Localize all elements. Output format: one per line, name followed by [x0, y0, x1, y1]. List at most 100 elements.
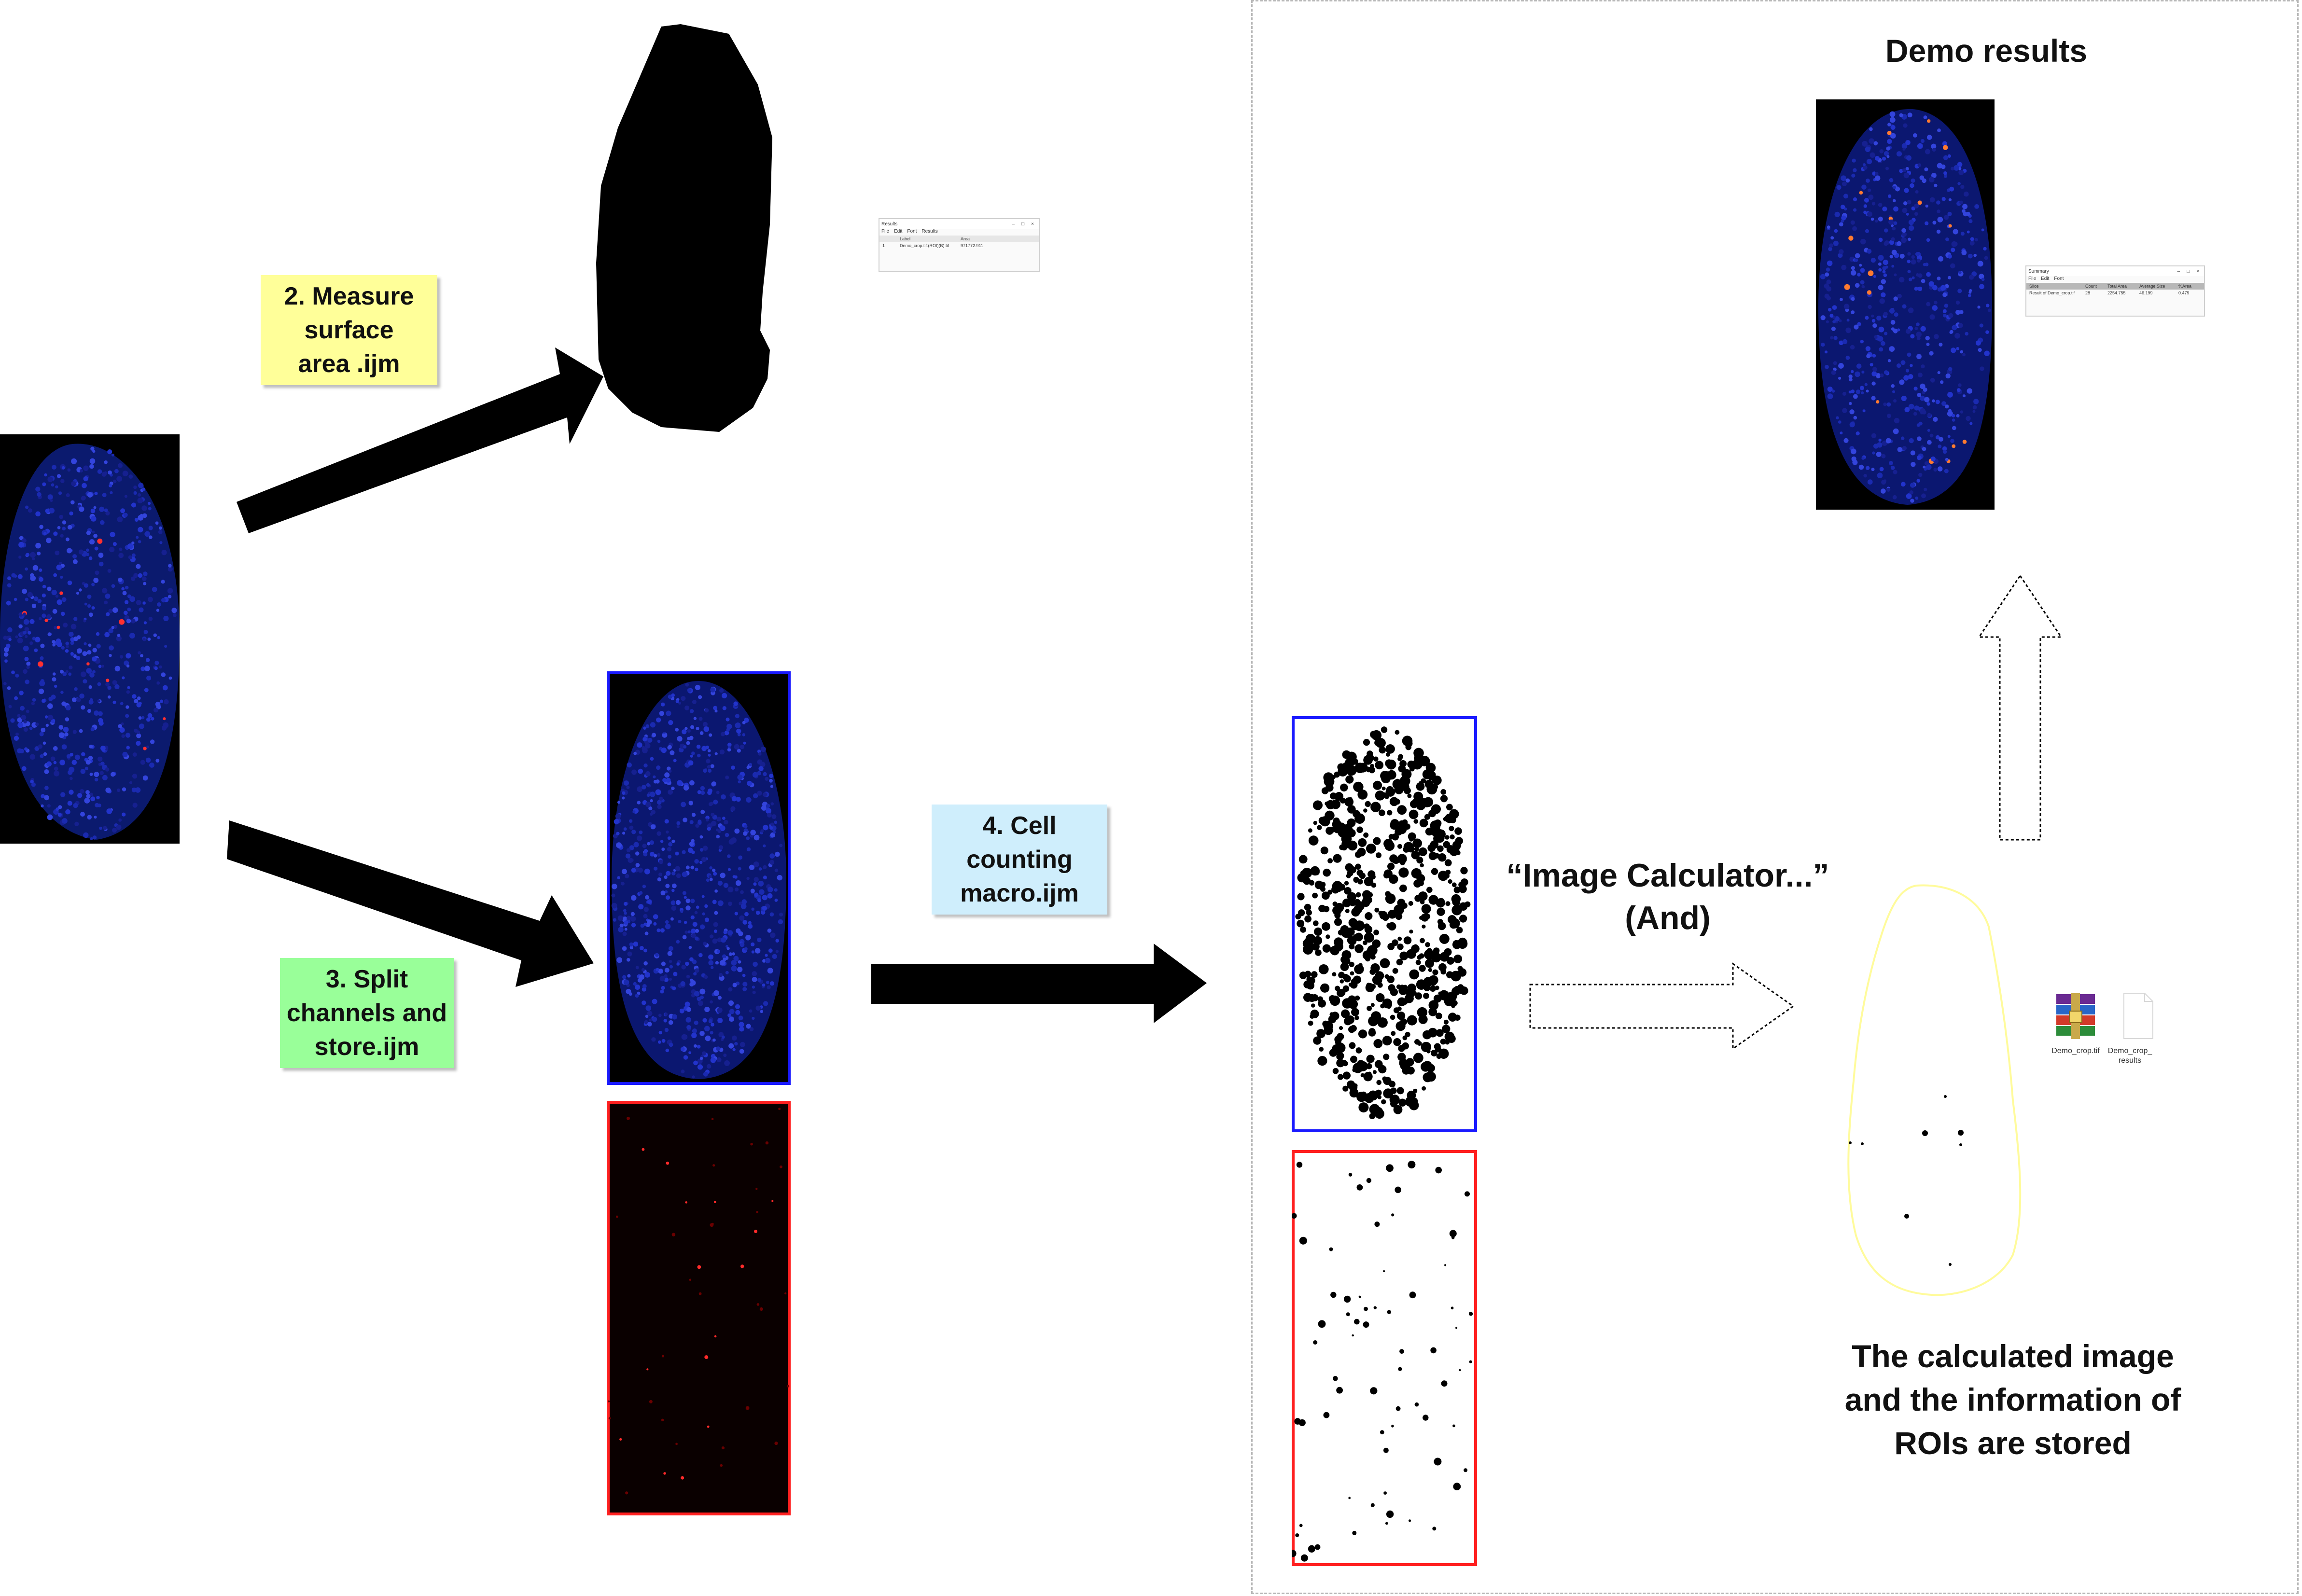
texture-dot — [1333, 817, 1340, 824]
texture-dot — [772, 954, 777, 959]
texture-dot — [713, 922, 718, 927]
texture-dot — [1960, 410, 1964, 414]
texture-dot — [24, 747, 28, 751]
minimize-icon[interactable]: – — [2177, 268, 2180, 274]
texture-dot — [682, 729, 687, 735]
texture-dot — [1338, 989, 1346, 996]
texture-dot — [77, 793, 83, 798]
texture-dot — [675, 700, 679, 703]
texture-dot — [1940, 380, 1944, 384]
texture-dot — [1332, 972, 1337, 977]
menu-edit[interactable]: Edit — [2041, 276, 2050, 281]
texture-dot — [732, 1048, 736, 1052]
texture-dot — [1915, 496, 1919, 500]
texture-dot — [159, 541, 163, 544]
menu-font[interactable]: Font — [907, 229, 917, 234]
close-icon[interactable]: × — [1031, 221, 1034, 227]
texture-dot — [112, 453, 114, 457]
texture-dot — [1908, 403, 1914, 410]
minimize-icon[interactable]: – — [1012, 221, 1015, 227]
row-slice: Result of Demo_crop.tif — [2029, 291, 2075, 295]
texture-dot — [1866, 179, 1870, 183]
texture-dot — [688, 945, 692, 949]
texture-dot — [731, 796, 737, 802]
texture-dot — [1314, 1544, 1321, 1550]
texture-dot — [1387, 1310, 1391, 1314]
texture-dot — [1849, 422, 1855, 428]
texture-dot — [1344, 881, 1349, 886]
texture-dot — [126, 653, 131, 659]
texture-dot — [701, 857, 707, 862]
texture-dot — [1407, 793, 1412, 798]
texture-dot — [1906, 212, 1909, 216]
texture-dot — [672, 986, 676, 990]
texture-dot — [1438, 991, 1442, 996]
close-icon[interactable]: × — [2196, 268, 2199, 274]
texture-dot — [1339, 844, 1345, 850]
texture-dot — [1380, 958, 1390, 969]
texture-dot — [1907, 260, 1911, 264]
texture-dot — [1383, 1054, 1390, 1060]
texture-dot — [1374, 739, 1381, 746]
texture-dot — [1884, 228, 1888, 233]
texture-dot — [643, 961, 648, 966]
texture-dot — [1933, 416, 1938, 422]
menu-results[interactable]: Results — [921, 229, 938, 234]
maximize-icon[interactable]: □ — [2187, 268, 2190, 274]
texture-dot — [1879, 298, 1885, 304]
texture-dot — [107, 569, 112, 573]
texture-dot — [1881, 341, 1885, 346]
texture-dot — [1833, 240, 1839, 246]
archive-icon[interactable] — [2054, 992, 2097, 1045]
texture-dot — [1434, 819, 1442, 827]
texture-dot — [666, 710, 671, 716]
texture-dot — [1324, 1026, 1333, 1035]
texture-dot — [745, 935, 751, 941]
texture-dot — [106, 612, 110, 616]
texture-dot — [1897, 241, 1902, 246]
menu-edit[interactable]: Edit — [894, 229, 903, 234]
texture-dot — [699, 835, 703, 839]
texture-dot — [1962, 353, 1966, 357]
texture-dot — [750, 888, 755, 893]
texture-dot — [1863, 163, 1866, 167]
texture-dot — [1381, 774, 1388, 780]
texture-dot — [705, 1035, 711, 1041]
texture-dot — [1347, 829, 1356, 837]
texture-dot — [1882, 206, 1887, 212]
texture-dot — [626, 848, 631, 852]
texture-dot — [106, 808, 112, 814]
texture-dot — [54, 770, 60, 777]
texture-dot — [1887, 123, 1891, 126]
texture-dot — [1893, 428, 1899, 434]
texture-dot — [1314, 880, 1324, 889]
texture-dot — [1893, 199, 1896, 203]
menu-file[interactable]: File — [2028, 276, 2037, 281]
texture-dot — [1916, 273, 1919, 277]
texture-dot — [1861, 391, 1864, 395]
texture-dot — [1860, 238, 1866, 245]
texture-dot — [148, 507, 152, 511]
maximize-icon[interactable]: □ — [1021, 221, 1025, 227]
menu-file[interactable]: File — [881, 229, 890, 234]
texture-dot — [40, 643, 45, 648]
texture-dot — [1856, 431, 1860, 436]
texture-dot — [755, 1188, 758, 1190]
texture-dot — [92, 835, 97, 840]
texture-dot — [1910, 334, 1915, 339]
texture-dot — [1437, 845, 1444, 852]
texture-dot — [1909, 438, 1914, 444]
texture-dot — [1907, 352, 1911, 357]
menu-font[interactable]: Font — [2054, 276, 2064, 281]
texture-dot — [88, 556, 93, 560]
texture-dot — [1931, 143, 1937, 149]
texture-dot — [671, 888, 675, 892]
step4-note: 4. Cell counting macro.ijm — [932, 805, 1107, 915]
texture-dot — [1958, 323, 1963, 328]
document-icon[interactable] — [2121, 992, 2155, 1040]
texture-dot — [44, 786, 49, 791]
texture-dot — [1335, 985, 1340, 991]
texture-dot — [1398, 1098, 1407, 1107]
texture-dot — [665, 884, 670, 888]
texture-dot — [1827, 225, 1830, 229]
